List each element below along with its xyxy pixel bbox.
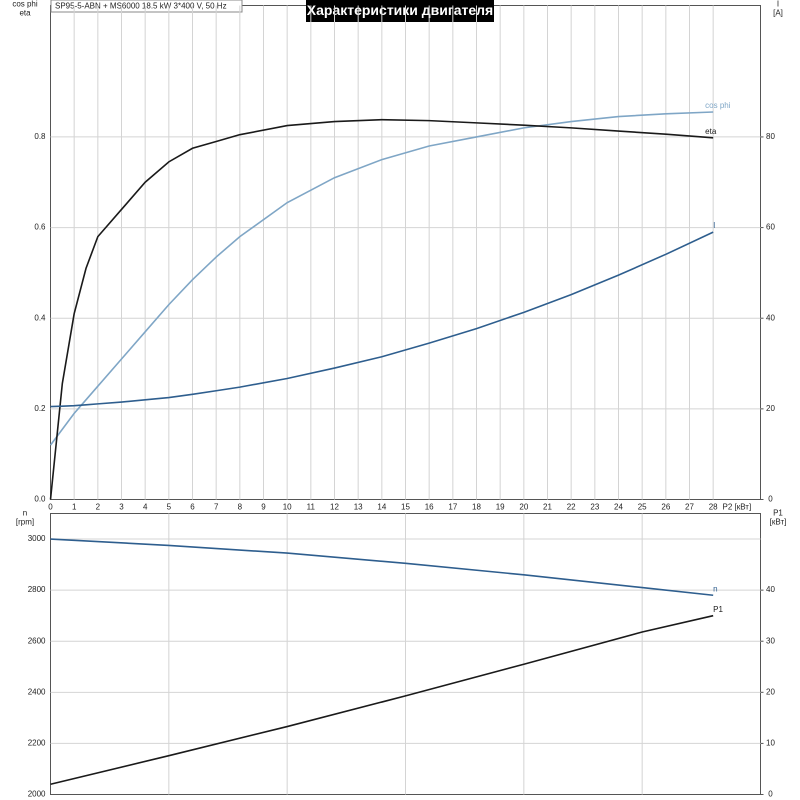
x-tick-label: 5 <box>167 503 172 512</box>
x-tick-label: 25 <box>638 503 647 512</box>
y-axis-label: eta <box>19 9 31 18</box>
x-tick-label: 3 <box>119 503 124 512</box>
x-tick-label: 11 <box>307 503 316 512</box>
y-tick-label: 2600 <box>28 636 46 645</box>
x-tick-label: 7 <box>214 503 219 512</box>
chart-subtitle: SP95-5-ABN + MS6000 18.5 kW 3*400 V, 50 … <box>55 2 227 11</box>
info-box <box>50 0 243 13</box>
x-tick-label: 21 <box>543 503 552 512</box>
y2-axis-label: I <box>777 0 779 9</box>
x-tick-label: 17 <box>448 503 457 512</box>
x-tick-label: 19 <box>496 503 505 512</box>
x-tick-label: 10 <box>283 503 292 512</box>
x-tick-label: 23 <box>590 503 599 512</box>
y-tick-label: 0.6 <box>34 223 46 232</box>
series-label: P1 <box>713 605 723 614</box>
y2-tick-label: 40 <box>766 585 775 594</box>
x-tick-label: 24 <box>614 503 623 512</box>
x-tick-label: 6 <box>190 503 195 512</box>
y2-tick-label: 20 <box>766 404 775 413</box>
series-line <box>50 538 714 597</box>
y2-tick-label: 60 <box>766 223 775 232</box>
series-label: I <box>713 221 715 230</box>
y-tick-label: 2200 <box>28 739 46 748</box>
y2-axis-label: [кВт] <box>770 518 787 527</box>
x-tick-label: 14 <box>377 503 386 512</box>
y-tick-label: 0.8 <box>34 132 46 141</box>
series-label: cos phi <box>705 101 731 110</box>
y-tick-label: 2000 <box>28 790 46 799</box>
y-tick-label: 2400 <box>28 687 46 696</box>
x-tick-label: 1 <box>72 503 77 512</box>
y-tick-label: 0.2 <box>34 404 46 413</box>
y2-axis-label: P1 <box>773 509 783 518</box>
y2-tick-label: 80 <box>766 132 775 141</box>
x-tick-label: 2 <box>96 503 101 512</box>
x-tick-label: 20 <box>519 503 528 512</box>
y2-tick-label: 30 <box>766 636 775 645</box>
x-axis-label: P2 [кВт] <box>722 503 751 512</box>
x-tick-label: 28 <box>709 503 718 512</box>
y2-tick-label: 40 <box>766 313 775 322</box>
x-tick-label: 18 <box>472 503 481 512</box>
title-box <box>306 0 494 22</box>
y-axis-label: n <box>23 509 27 518</box>
series-label: eta <box>705 127 717 136</box>
x-tick-label: 9 <box>261 503 266 512</box>
series-line <box>50 231 714 408</box>
chart-title: Характеристики двигателя <box>307 2 493 18</box>
x-tick-label: 22 <box>567 503 576 512</box>
y-axis-label: [rpm] <box>16 518 34 527</box>
x-tick-label: 8 <box>238 503 243 512</box>
series-label: n <box>713 584 717 593</box>
y-axis-label: cos phi <box>12 0 38 9</box>
x-tick-label: 26 <box>661 503 670 512</box>
x-tick-label: 27 <box>685 503 694 512</box>
x-tick-label: 0 <box>48 503 53 512</box>
series-line <box>50 614 714 786</box>
x-tick-label: 12 <box>330 503 339 512</box>
series-line <box>49 118 714 500</box>
y-tick-label: 3000 <box>28 534 46 543</box>
series-line <box>49 111 714 446</box>
x-tick-label: 15 <box>401 503 410 512</box>
y2-tick-label: 0 <box>768 790 773 799</box>
x-tick-label: 4 <box>143 503 148 512</box>
x-tick-label: 16 <box>425 503 434 512</box>
y2-tick-label: 0 <box>768 495 773 504</box>
y2-tick-label: 20 <box>766 687 775 696</box>
x-tick-label: 13 <box>354 503 363 512</box>
y-tick-label: 2800 <box>28 585 46 594</box>
y2-tick-label: 10 <box>766 739 775 748</box>
y2-axis-label: [A] <box>773 9 783 18</box>
y-tick-label: 0.4 <box>34 313 46 322</box>
y-tick-label: 0.0 <box>34 495 46 504</box>
